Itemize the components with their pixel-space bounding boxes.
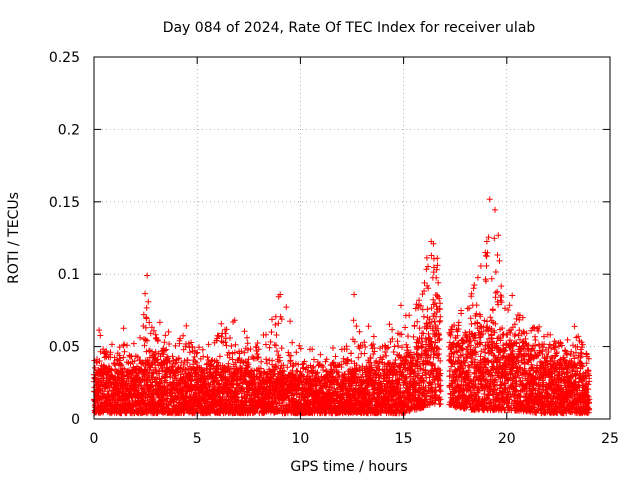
y-tick-label: 0.25 — [49, 50, 80, 66]
y-tick-label: 0.1 — [58, 267, 80, 283]
y-tick-label: 0.15 — [49, 195, 80, 211]
x-tick-label: 10 — [291, 431, 309, 447]
axis-ticks — [93, 56, 611, 420]
x-tick-label: 5 — [193, 431, 202, 447]
x-tick-label: 15 — [395, 431, 413, 447]
axis-tick-labels: 0 5 10 15 20 25 0 0.05 0.1 0.15 0.2 0.25 — [49, 50, 619, 447]
y-tick-label: 0.05 — [49, 340, 80, 356]
plot-frame — [93, 56, 611, 420]
x-tick-label: 0 — [90, 431, 99, 447]
y-tick-label: 0 — [71, 412, 80, 428]
grid-lines — [94, 57, 610, 419]
x-axis-label: GPS time / hours — [290, 459, 407, 475]
y-axis-label: ROTI / TECUs — [6, 192, 22, 284]
x-tick-label: 20 — [498, 431, 516, 447]
y-tick-label: 0.2 — [58, 122, 80, 138]
chart-title: Day 084 of 2024, Rate Of TEC Index for r… — [163, 20, 536, 36]
x-tick-label: 25 — [601, 431, 619, 447]
